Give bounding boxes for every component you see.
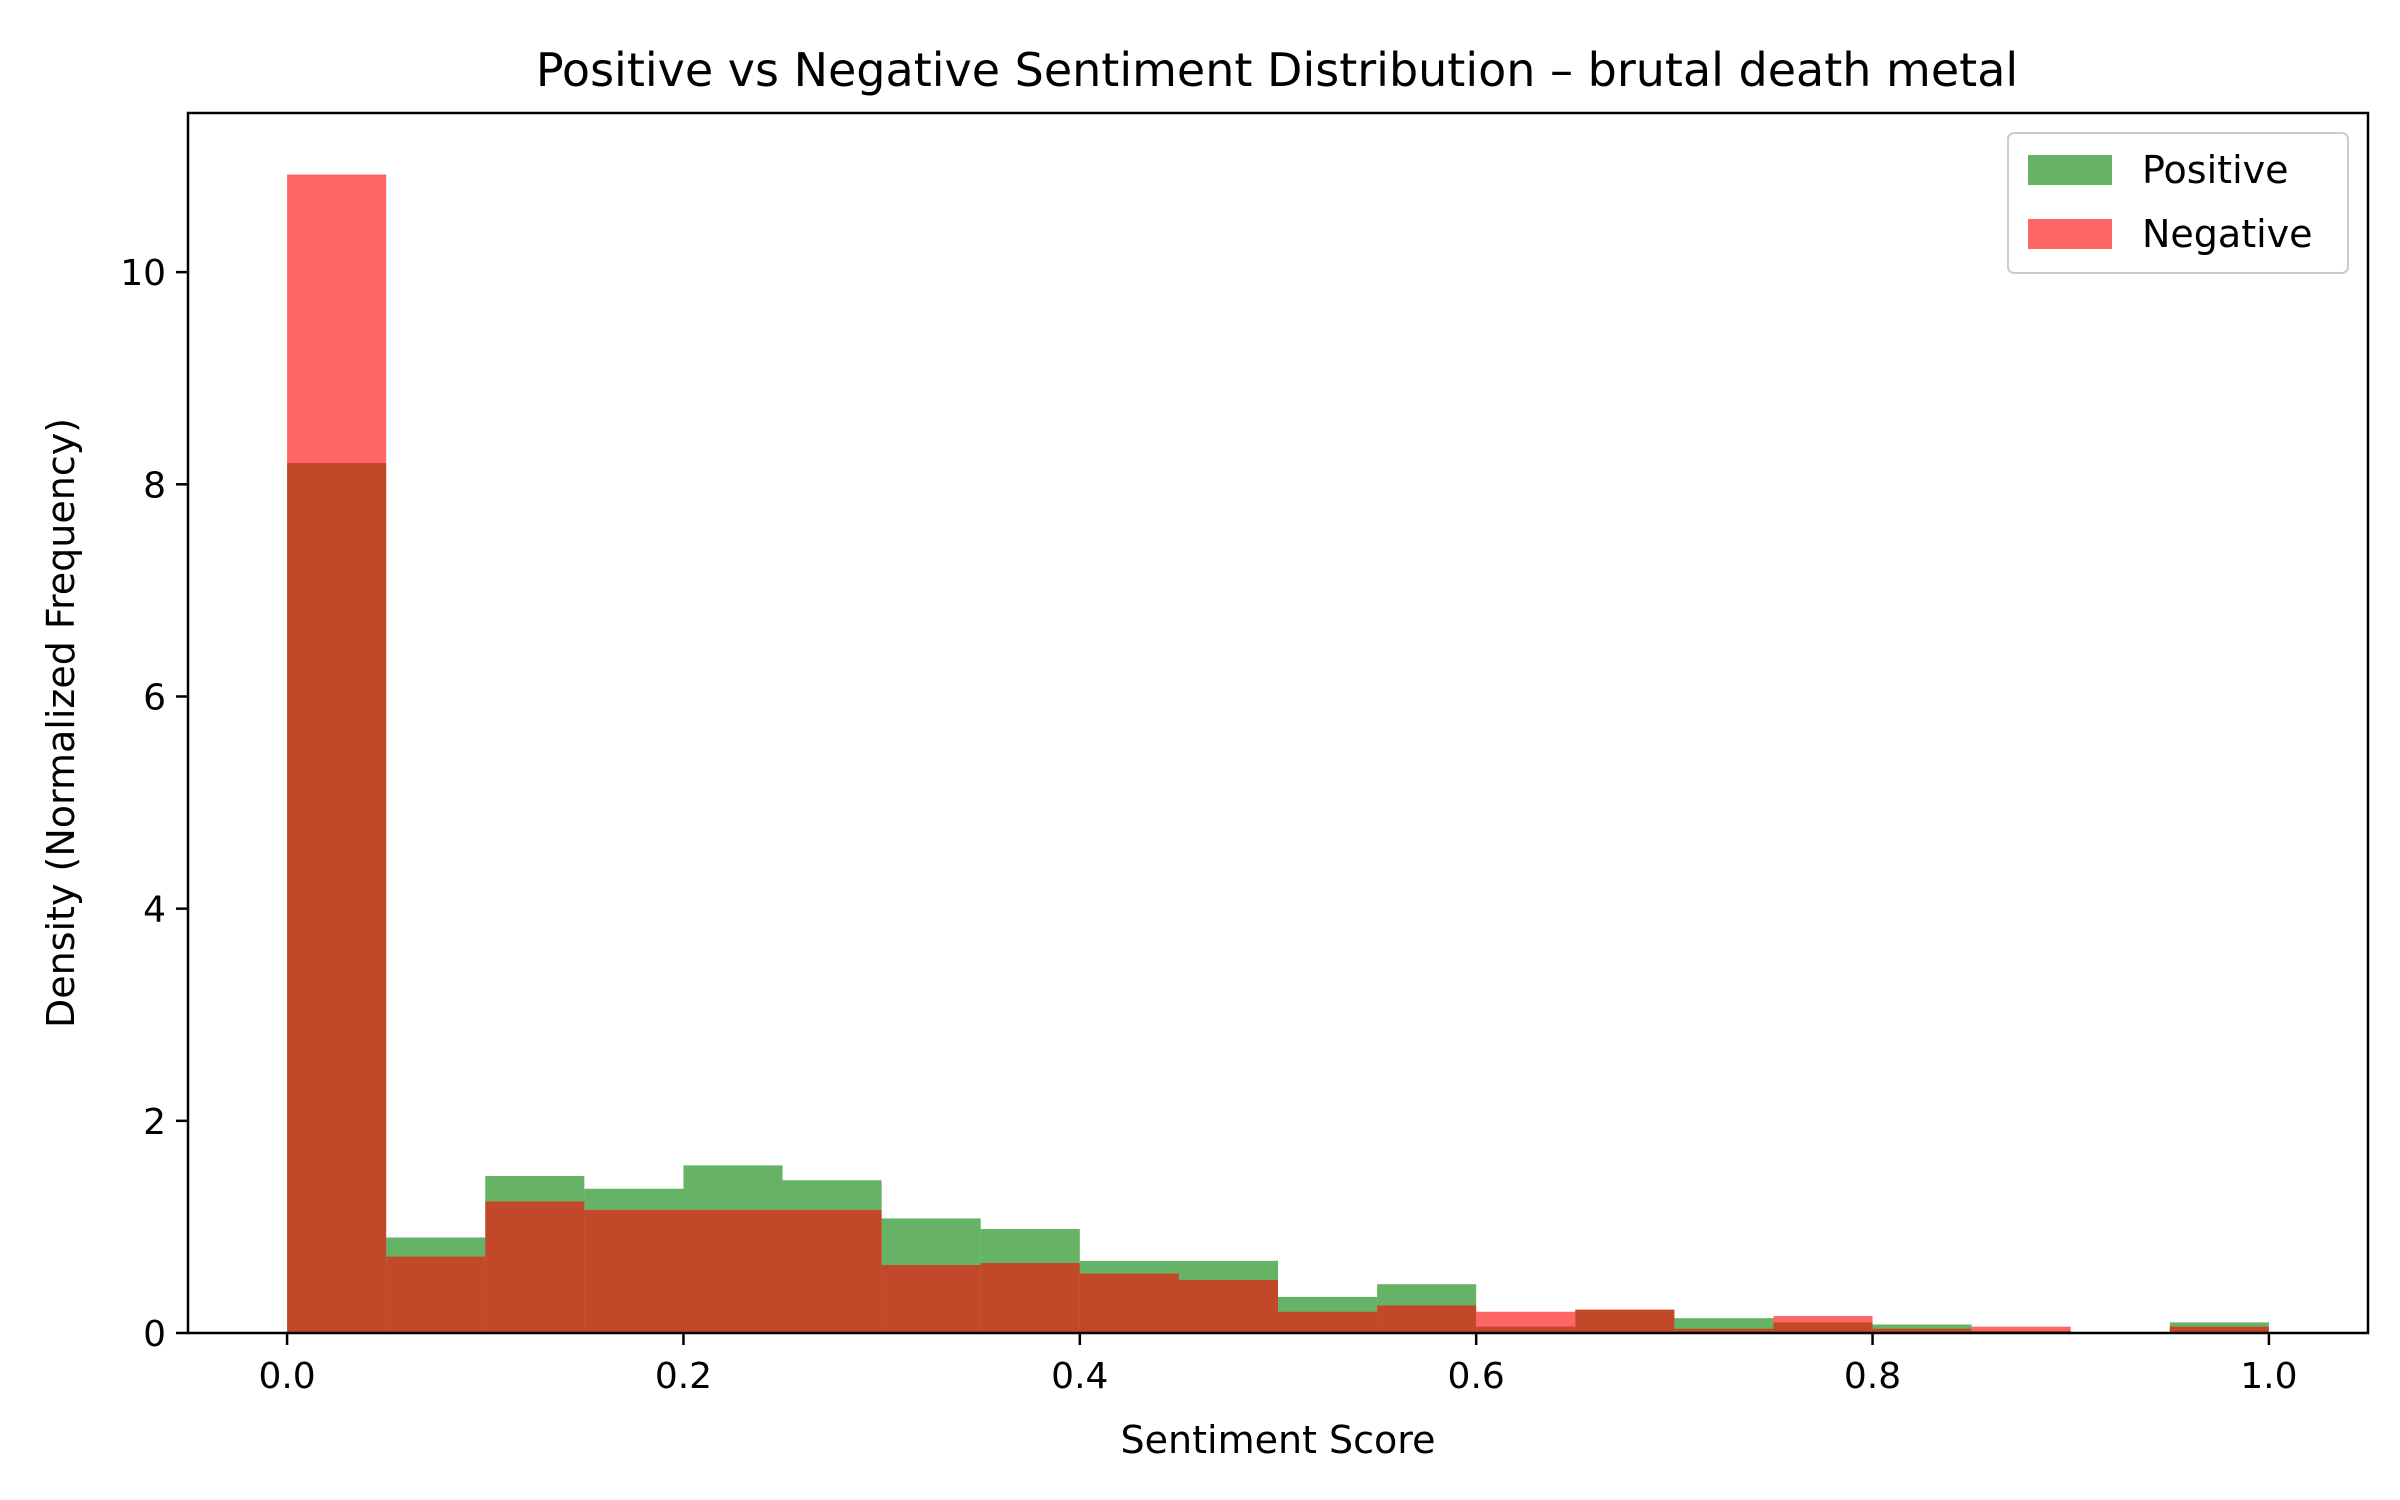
legend: Positive Negative [2007,132,2349,274]
negative-bar-0 [287,174,387,1334]
y-tick-label: 0 [143,1314,166,1355]
negative-bar-2 [485,1201,585,1333]
negative-bar-10 [1278,1311,1378,1333]
x-tick-label: 0.2 [655,1356,712,1397]
negative-bar-8 [1079,1273,1179,1333]
x-tick-label: 0.8 [1844,1356,1901,1397]
x-tick-label: 1.0 [2240,1356,2297,1397]
positive-legend-swatch [2028,155,2112,185]
y-tick-label: 2 [143,1102,166,1143]
negative-bar-11 [1377,1305,1477,1333]
bars-layer [287,174,2269,1334]
x-axis-label: Sentiment Score [1121,1418,1436,1462]
negative-bar-13 [1575,1309,1675,1333]
negative-bar-5 [782,1209,882,1333]
positive-legend-label: Positive [2142,148,2289,192]
negative-bar-3 [584,1209,684,1333]
y-tick-label: 10 [120,253,166,294]
negative-legend-swatch [2028,219,2112,249]
negative-bar-9 [1178,1279,1278,1333]
y-axis: 0 2 4 6 8 10 [120,253,188,1355]
negative-bar-6 [881,1265,981,1333]
y-axis-label: Density (Normalized Frequency) [39,418,83,1028]
y-tick-label: 6 [143,677,166,718]
negative-bar-15 [1773,1316,1873,1333]
negative-bar-14 [1674,1328,1774,1333]
x-tick-label: 0.0 [258,1356,315,1397]
negative-bar-7 [980,1262,1080,1333]
y-tick-label: 8 [143,465,166,506]
negative-legend-label: Negative [2142,212,2313,256]
chart-title: Positive vs Negative Sentiment Distribut… [536,43,2018,97]
plot-frame [186,111,2370,1335]
x-tick-label: 0.4 [1051,1356,1108,1397]
negative-bar-16 [1872,1328,1972,1333]
negative-bar-4 [683,1209,783,1333]
negative-bar-19 [2169,1326,2269,1333]
negative-bar-1 [386,1256,486,1333]
x-axis: 0.0 0.2 0.4 0.6 0.8 1.0 [258,1333,2298,1397]
y-tick-label: 4 [143,890,166,931]
x-tick-label: 0.6 [1448,1356,1505,1397]
negative-bar-17 [1971,1326,2071,1333]
negative-bar-12 [1476,1311,1576,1333]
